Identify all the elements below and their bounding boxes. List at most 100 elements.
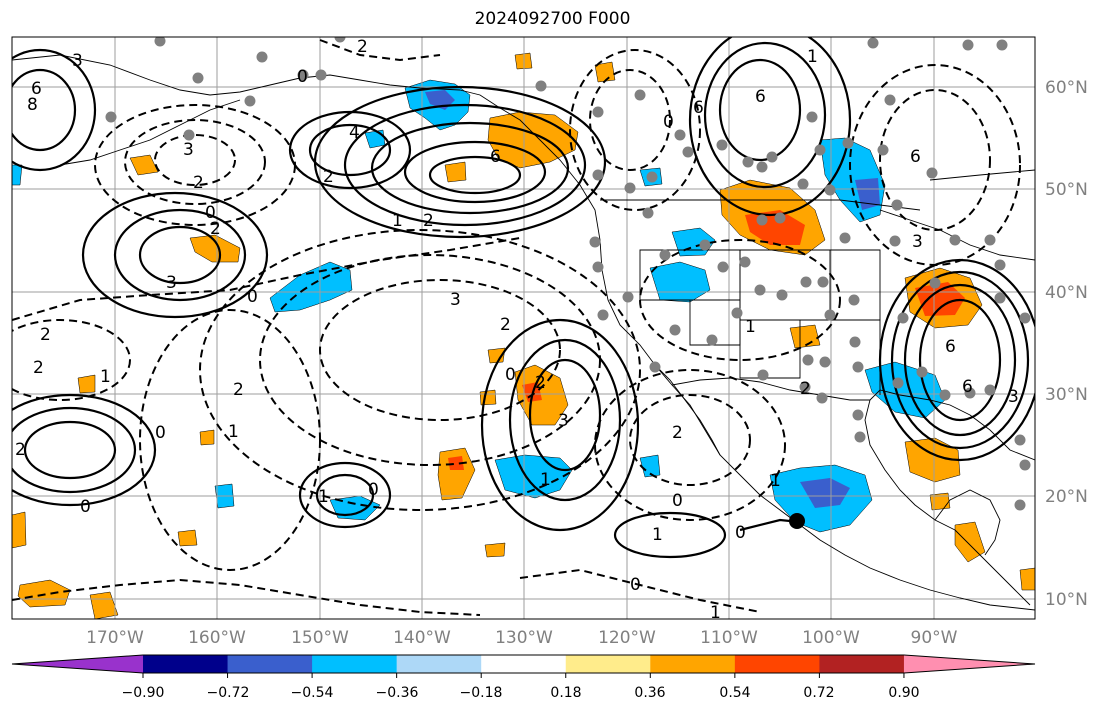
contour-line bbox=[849, 64, 1021, 266]
colorbar-tick-label: 0.90 bbox=[888, 685, 919, 701]
contour-line bbox=[508, 338, 622, 502]
highlighted-station-marker bbox=[789, 513, 805, 529]
station-marker bbox=[852, 409, 864, 421]
contour-line bbox=[259, 254, 601, 466]
contour-label: 2 bbox=[500, 315, 511, 335]
contour-label: 3 bbox=[558, 411, 569, 431]
positive-anomaly-region bbox=[189, 234, 241, 263]
alaska-coast bbox=[12, 54, 461, 96]
latitude-label: 30°N bbox=[1045, 385, 1088, 405]
contour-label: 0 bbox=[80, 497, 91, 517]
contour-label: 2 bbox=[15, 440, 26, 460]
contour-line bbox=[343, 103, 587, 227]
positive-anomaly-region bbox=[484, 542, 506, 558]
contour-line bbox=[12, 319, 131, 401]
station-marker bbox=[964, 387, 976, 399]
latitude-label: 40°N bbox=[1045, 283, 1088, 303]
positive-anomaly-region bbox=[487, 347, 506, 364]
contour-line bbox=[528, 358, 602, 472]
station-marker bbox=[824, 184, 836, 196]
contour-label: 3 bbox=[1008, 387, 1019, 407]
contour-label: 2 bbox=[357, 37, 368, 57]
contour-label: 1 bbox=[807, 47, 818, 67]
contour-line bbox=[199, 229, 641, 511]
station-marker bbox=[819, 356, 831, 368]
contour-line bbox=[639, 239, 841, 361]
contour-label: 0 bbox=[505, 365, 516, 385]
coastlines bbox=[12, 54, 1035, 611]
station-marker bbox=[297, 69, 309, 81]
station-marker bbox=[706, 334, 718, 346]
station-marker bbox=[962, 39, 974, 51]
positive-anomaly-region bbox=[17, 579, 71, 608]
station-marker bbox=[699, 239, 711, 251]
station-marker bbox=[154, 37, 166, 47]
latitude-label: 50°N bbox=[1045, 180, 1088, 200]
contour-line bbox=[12, 393, 157, 507]
latitude-label: 60°N bbox=[1045, 78, 1088, 98]
us-mexico-border bbox=[671, 377, 870, 401]
positive-anomaly-region bbox=[915, 282, 965, 316]
contour-label: 0 bbox=[735, 523, 746, 543]
map-frame bbox=[11, 36, 1036, 620]
contour-label: 0 bbox=[663, 112, 674, 132]
station-marker bbox=[842, 137, 854, 149]
station-marker bbox=[797, 178, 809, 190]
contour-line bbox=[879, 89, 991, 231]
contour-line bbox=[12, 68, 77, 152]
station-marker bbox=[757, 369, 769, 381]
graticule bbox=[12, 37, 1035, 619]
contour-line bbox=[370, 121, 570, 215]
colorbar-segment bbox=[396, 655, 482, 673]
contour-line bbox=[139, 309, 321, 571]
canada-interior-border bbox=[600, 199, 921, 211]
contour-line bbox=[12, 406, 137, 494]
station-marker bbox=[800, 276, 812, 288]
station-marker bbox=[994, 259, 1006, 271]
contour-label: 1 bbox=[318, 487, 329, 507]
station-marker bbox=[806, 111, 818, 123]
colorbar-tick-label: −0.36 bbox=[376, 685, 419, 701]
station-marker bbox=[634, 89, 646, 101]
contour-line bbox=[23, 420, 117, 480]
contour-label: 0 bbox=[672, 491, 683, 511]
contour-line bbox=[589, 69, 671, 171]
station-marker bbox=[646, 171, 658, 183]
station-marker bbox=[192, 72, 204, 84]
contour-label: 1 bbox=[710, 603, 721, 623]
positive-anomaly-region bbox=[77, 374, 96, 394]
colorbar-segment bbox=[481, 655, 567, 673]
contour-label: 2 bbox=[323, 167, 334, 187]
contour-label: 0 bbox=[247, 287, 258, 307]
station-marker bbox=[674, 129, 686, 141]
station-marker bbox=[776, 289, 788, 301]
longitude-axis: 170°W 160°W 150°W 140°W 130°W 120°W 110°… bbox=[86, 628, 958, 648]
station-marker bbox=[817, 276, 829, 288]
station-marker bbox=[1014, 434, 1026, 446]
colorbar-segments bbox=[11, 654, 1036, 674]
longitude-label: 140°W bbox=[393, 628, 451, 648]
contour-line bbox=[124, 119, 266, 205]
gulf-coast bbox=[864, 389, 1035, 531]
contour-line bbox=[12, 237, 521, 321]
yucatan-coast bbox=[934, 489, 1001, 556]
station-marker bbox=[739, 256, 751, 268]
colorbar: −0.90 −0.72 −0.54 −0.36 −0.18 0.18 0.36 … bbox=[11, 654, 1036, 701]
colorbar-segment bbox=[312, 655, 398, 673]
station-marker bbox=[682, 146, 694, 158]
contour-label: 0 bbox=[630, 575, 641, 595]
contour-label: 2 bbox=[33, 358, 44, 378]
contour-label: 3 bbox=[450, 290, 461, 310]
contour-label: 0 bbox=[205, 203, 216, 223]
contour-line bbox=[154, 134, 236, 186]
positive-anomaly-region bbox=[1019, 567, 1035, 591]
colorbar-segment bbox=[819, 655, 905, 673]
contour-line bbox=[428, 155, 522, 195]
station-marker bbox=[622, 291, 634, 303]
colorbar-tick-label: 0.18 bbox=[550, 685, 581, 701]
colorbar-segment bbox=[227, 655, 313, 673]
colorbar-extend-max bbox=[903, 655, 1035, 673]
station-marker bbox=[334, 37, 346, 43]
colorbar-tick-label: 0.54 bbox=[719, 685, 750, 701]
longitude-label: 100°W bbox=[802, 628, 860, 648]
